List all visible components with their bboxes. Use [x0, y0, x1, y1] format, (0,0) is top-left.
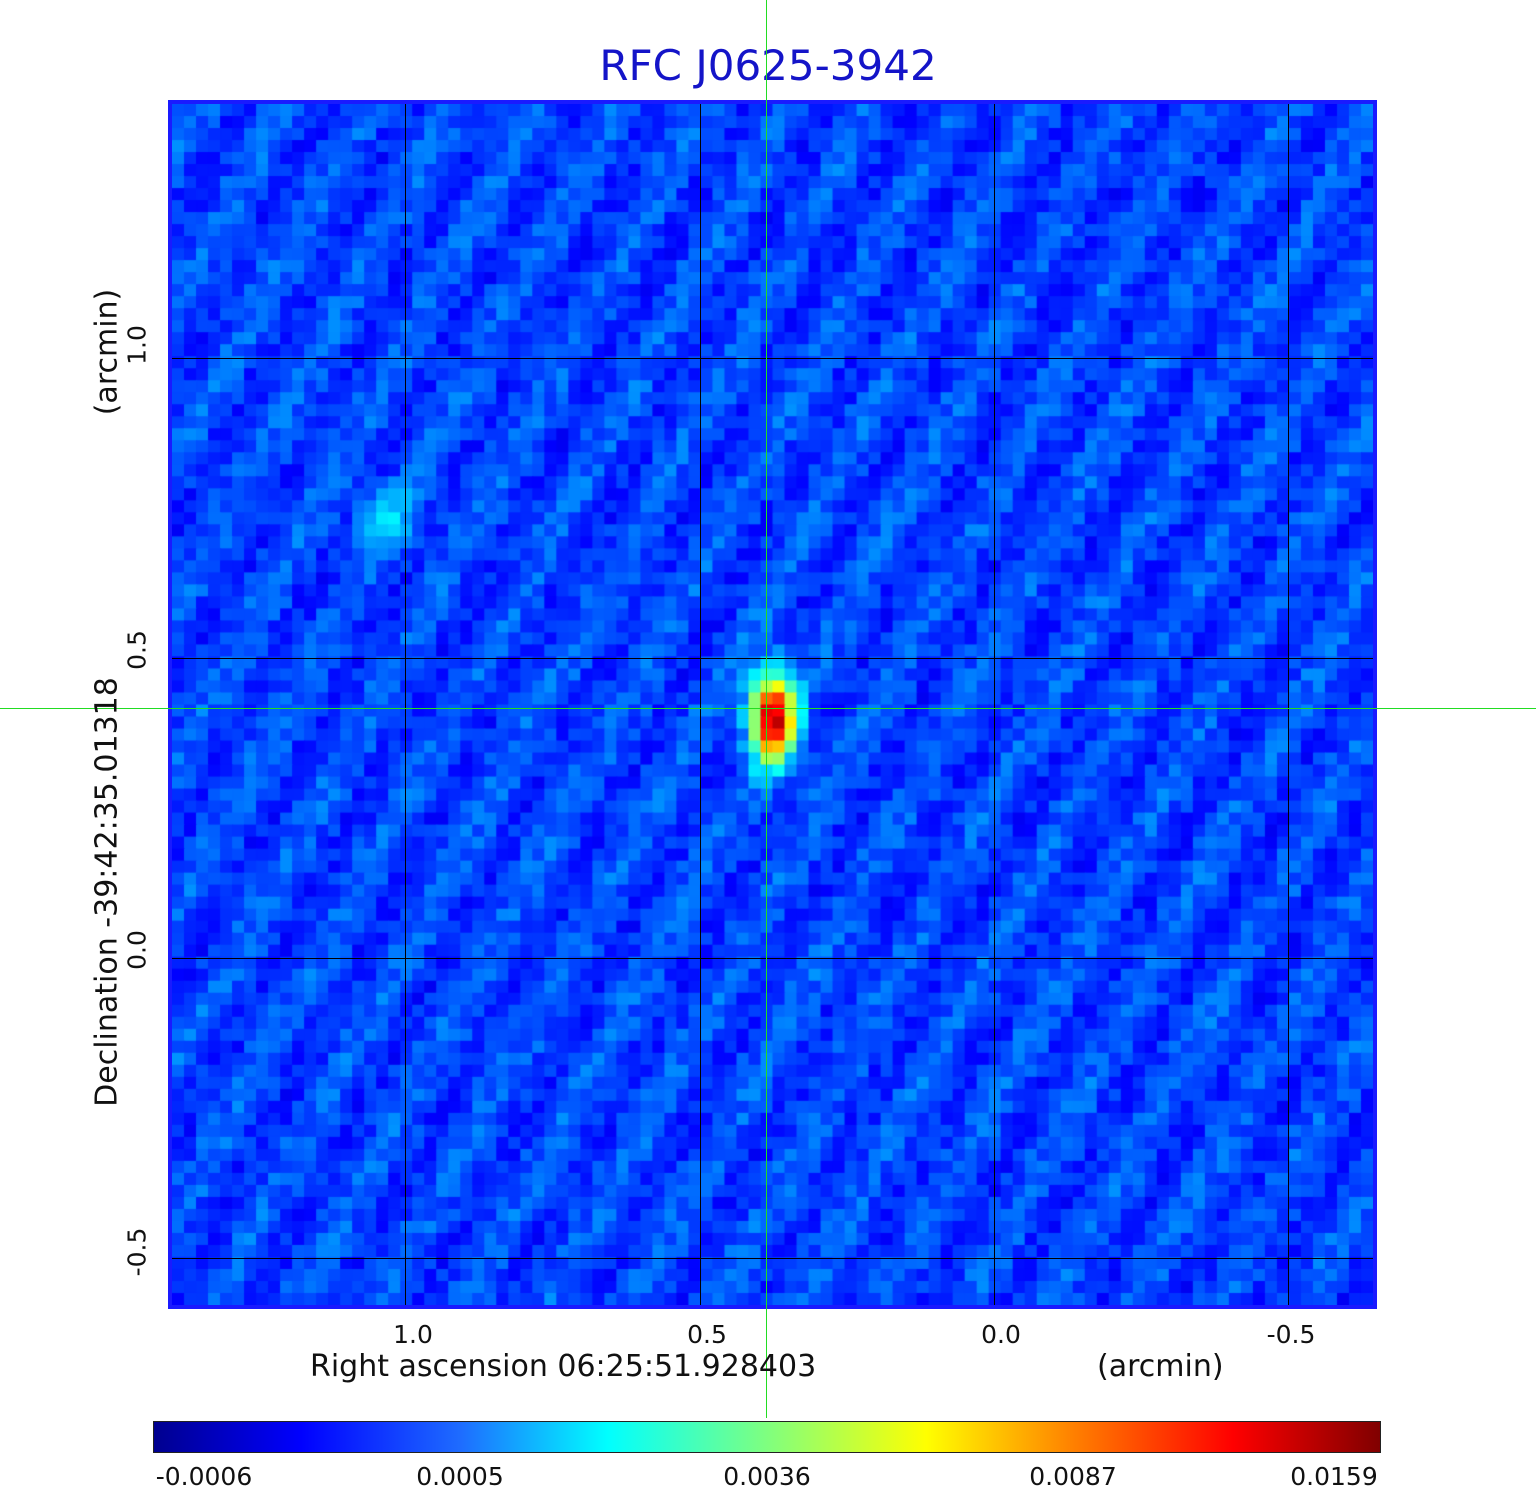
grid-line-dec-1.0	[172, 358, 1373, 359]
y-axis-label: Declination -39:42:35.01318	[89, 677, 125, 1107]
radio-map-image[interactable]	[172, 104, 1373, 1305]
y-tick-label: 1.0	[122, 325, 152, 365]
y-tick-label: -0.5	[122, 1227, 152, 1277]
grid-line-ra-minus-0.5	[1288, 104, 1289, 1305]
colorbar-label: 0.0005	[416, 1462, 504, 1491]
grid-line-ra-0.5	[700, 104, 701, 1305]
colorbar-label: -0.0006	[155, 1462, 253, 1491]
y-axis-unit: (arcmin)	[89, 288, 125, 416]
y-tick-label: 0.0	[122, 930, 152, 970]
grid-line-dec-0.5	[172, 658, 1373, 659]
plot-title: RFC J0625-3942	[599, 41, 937, 90]
y-tick-label: 0.5	[122, 630, 152, 670]
grid-line-ra-0.0	[994, 104, 995, 1305]
crosshair-vertical	[766, 0, 767, 1418]
colorbar-label: 0.0159	[1290, 1462, 1378, 1491]
grid-line-dec-minus-0.5	[172, 1258, 1373, 1259]
x-tick-label: -0.5	[1266, 1320, 1316, 1349]
grid-line-dec-0.0	[172, 958, 1373, 959]
x-axis-unit: (arcmin)	[1097, 1349, 1224, 1384]
colorbar[interactable]	[153, 1421, 1381, 1453]
sky-image-frame[interactable]	[168, 100, 1377, 1309]
crosshair-horizontal	[0, 708, 1536, 709]
x-tick-label: 1.0	[393, 1320, 433, 1349]
x-tick-label: 0.0	[981, 1320, 1021, 1349]
x-axis-label: Right ascension 06:25:51.928403	[310, 1349, 817, 1384]
x-tick-label: 0.5	[687, 1320, 727, 1349]
colorbar-label: 0.0087	[1029, 1462, 1117, 1491]
grid-line-ra-1.0	[405, 104, 406, 1305]
colorbar-label: 0.0036	[723, 1462, 811, 1491]
